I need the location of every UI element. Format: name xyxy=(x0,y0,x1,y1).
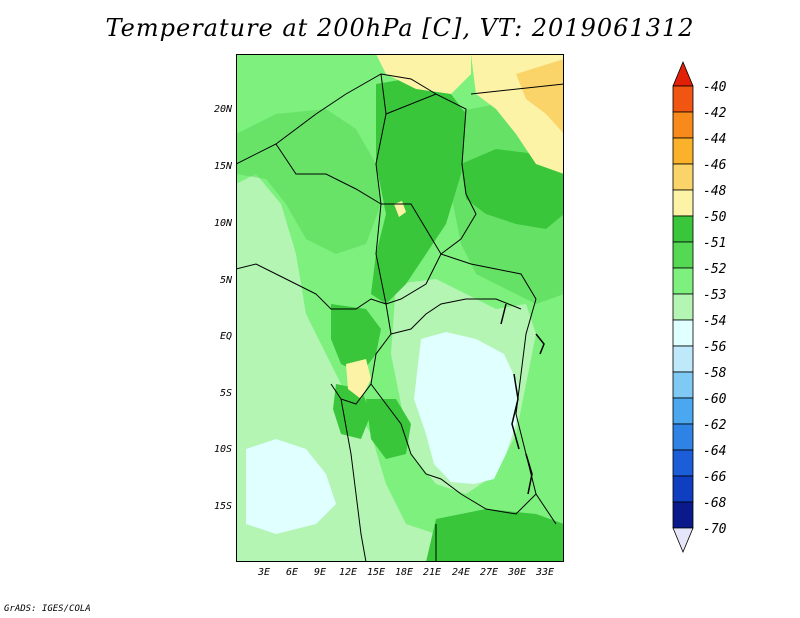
region-dark-green-angola xyxy=(366,399,411,459)
colorbar-label-m40: -40 xyxy=(703,80,727,95)
colorbar-label-m56: -56 xyxy=(703,340,727,355)
region-yellow-spot-small xyxy=(394,201,406,217)
lon-label-15e: 15E xyxy=(366,567,386,578)
colorbar-swatch xyxy=(672,241,694,269)
lon-label-30e: 30E xyxy=(507,567,527,578)
lon-label-33e: 33E xyxy=(535,567,555,578)
colorbar-cap-bottom xyxy=(672,527,694,554)
colorbar-label-m46: -46 xyxy=(703,158,727,173)
temperature-map xyxy=(236,54,564,562)
lon-label-21e: 21E xyxy=(422,567,442,578)
lat-label-eq: EQ xyxy=(219,331,232,342)
region-pale-yellow-north xyxy=(376,54,471,94)
region-dark-green-gabon xyxy=(331,304,381,374)
region-yellow-spot xyxy=(346,359,371,399)
map-panel xyxy=(236,54,564,562)
colorbar-label-m66: -66 xyxy=(703,470,727,485)
colorbar-label-m58: -58 xyxy=(703,366,727,381)
colorbar-swatch xyxy=(672,163,694,191)
region-dark-green-center xyxy=(371,74,466,304)
region-dark-green-east xyxy=(461,149,564,229)
colorbar-label-m68: -68 xyxy=(703,496,727,511)
lon-label-9e: 9E xyxy=(313,567,327,578)
colorbar-swatch xyxy=(672,319,694,347)
lat-label-5n: 5N xyxy=(219,275,232,286)
lat-label-15s: 15S xyxy=(213,501,232,512)
lon-label-27e: 27E xyxy=(479,567,499,578)
lat-label-5s: 5S xyxy=(219,388,232,399)
colorbar-swatch xyxy=(672,449,694,477)
colorbar-swatch xyxy=(672,475,694,503)
colorbar-label-m64: -64 xyxy=(703,444,727,459)
colorbar-label-m50: -50 xyxy=(703,210,727,225)
region-cyan-sw xyxy=(246,439,336,534)
colorbar-label-m60: -60 xyxy=(703,392,727,407)
colorbar-label-m44: -44 xyxy=(703,132,727,147)
lon-label-18e: 18E xyxy=(394,567,414,578)
grads-credit: GrADS: IGES/COLA xyxy=(4,604,91,614)
region-light-yellow-ne xyxy=(516,59,564,134)
lat-label-10n: 10N xyxy=(213,218,232,229)
colorbar-swatch xyxy=(672,371,694,399)
colorbar-swatch xyxy=(672,423,694,451)
colorbar-label-m51: -51 xyxy=(703,236,727,251)
colorbar-label-m53: -53 xyxy=(703,288,727,303)
lat-label-20n: 20N xyxy=(213,104,232,115)
colorbar-swatch xyxy=(672,215,694,243)
region-dark-green-south xyxy=(426,509,564,562)
region-cyan-basin xyxy=(414,332,518,484)
colorbar-swatch xyxy=(672,397,694,425)
colorbar-label-m42: -42 xyxy=(703,106,727,121)
lakes xyxy=(500,303,545,495)
colorbar-label-m52: -52 xyxy=(703,262,727,277)
region-mid-green-nw xyxy=(236,109,381,254)
colorbar-swatch xyxy=(672,267,694,295)
colorbar-swatch xyxy=(672,293,694,321)
colorbar-swatch xyxy=(672,85,694,113)
colorbar-label-m54: -54 xyxy=(703,314,727,329)
colorbar-swatch xyxy=(672,501,694,529)
colorbar-swatch xyxy=(672,345,694,373)
colorbar xyxy=(672,60,694,554)
colorbar-label-m48: -48 xyxy=(703,184,727,199)
lon-label-6e: 6E xyxy=(285,567,299,578)
lon-label-12e: 12E xyxy=(338,567,358,578)
lon-label-24e: 24E xyxy=(451,567,471,578)
colorbar-label-m70: -70 xyxy=(703,522,727,537)
colorbar-label-m62: -62 xyxy=(703,418,727,433)
colorbar-swatch xyxy=(672,137,694,165)
colorbar-swatch xyxy=(672,111,694,139)
colorbar-swatch xyxy=(672,189,694,217)
lon-label-3e: 3E xyxy=(257,567,271,578)
lat-label-10s: 10S xyxy=(213,444,232,455)
lat-label-15n: 15N xyxy=(213,161,232,172)
map-title: Temperature at 200hPa [C], VT: 201906131… xyxy=(105,14,695,42)
colorbar-cap-top xyxy=(672,60,694,87)
